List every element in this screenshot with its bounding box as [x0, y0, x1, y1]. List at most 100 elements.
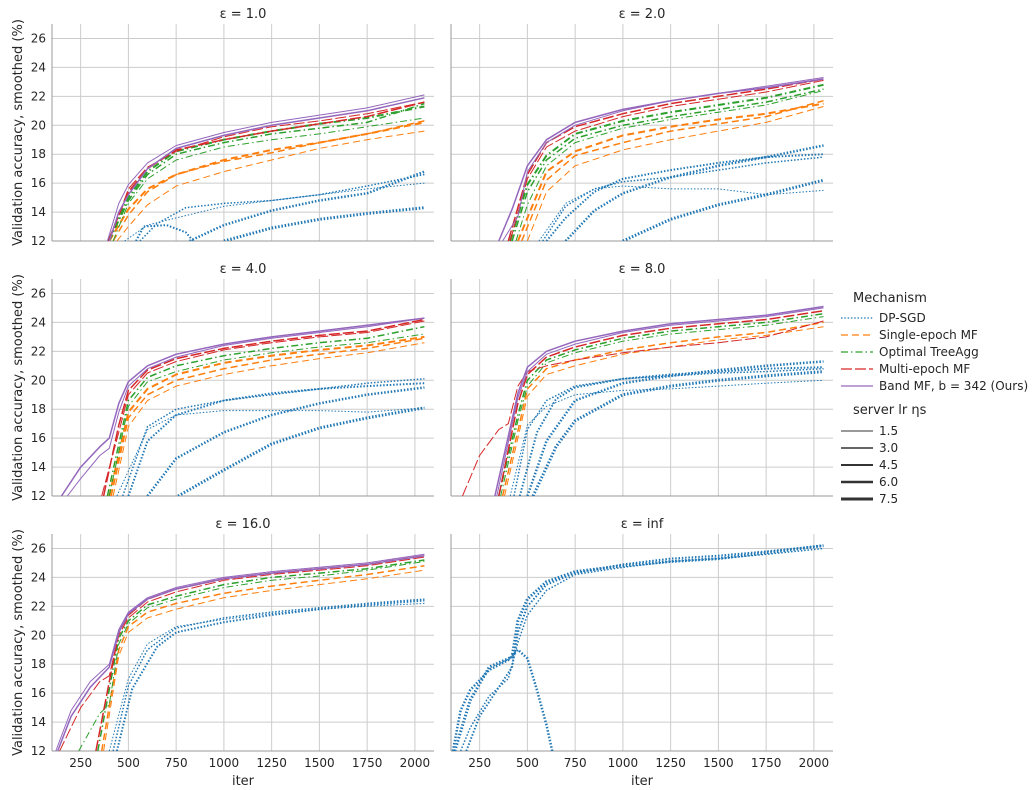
x-tick-label: 2000: [400, 756, 431, 770]
x-tick-label: 1500: [703, 756, 734, 770]
y-tick-label: 14: [31, 205, 46, 219]
series-group: [60, 317, 425, 496]
y-tick-label: 18: [31, 147, 46, 161]
series-line-dpsgd: [564, 144, 824, 241]
y-tick-label: 26: [31, 31, 46, 45]
series-line-multi: [59, 556, 425, 751]
x-axis-labels: iter iter: [232, 774, 654, 789]
legend: Mechanism DP-SGD Single-epoch MF Optimal Tr…: [841, 291, 1028, 506]
x-axis-title: iter: [232, 774, 255, 789]
series-line-multi: [509, 79, 824, 241]
series-line-single: [116, 130, 425, 241]
series-line-dpsgd: [146, 386, 425, 496]
series-line-band: [106, 94, 425, 241]
x-tick-label: 500: [516, 756, 539, 770]
y-axis-title: Validation accuracy, smoothed (%): [11, 19, 26, 246]
series-group: [498, 77, 824, 241]
y-axis-title: Validation accuracy, smoothed (%): [11, 274, 26, 501]
legend-label-multi: Multi-epoch MF: [879, 362, 970, 376]
panel-title: ε = 2.0: [619, 7, 666, 22]
series-line-band: [60, 317, 425, 496]
series-group: [55, 553, 425, 751]
legend-label-band: Band MF, b = 342 (Ours): [879, 379, 1028, 393]
series-line-dpsgd: [622, 178, 824, 241]
series-line-tree: [511, 88, 824, 241]
series-line-dpsgd: [451, 648, 554, 751]
x-tick-label: 250: [69, 756, 92, 770]
series-line-multi: [101, 320, 425, 496]
series-line-tree: [112, 117, 425, 241]
series-line-tree: [509, 83, 824, 241]
series-line-dpsgd: [531, 370, 824, 496]
series-line-tree: [107, 105, 425, 241]
y-axis-title: Validation accuracy, smoothed (%): [11, 529, 26, 756]
y-tick-label: 12: [31, 489, 46, 503]
gridlines: [451, 24, 833, 242]
size-legend-label: 3.0: [879, 441, 898, 455]
series-line-dpsgd: [135, 224, 195, 241]
series-line-dpsgd: [112, 598, 425, 751]
series-line-dpsgd: [188, 170, 425, 241]
y-tick-label: 22: [31, 599, 46, 613]
gridlines: [451, 534, 833, 752]
series-line-band: [66, 317, 425, 496]
series-line-dpsgd: [509, 379, 824, 496]
gridlines: [52, 279, 434, 497]
series-line-single: [112, 120, 425, 241]
series-line-multi: [102, 318, 425, 496]
panel-title: ε = 1.0: [220, 7, 267, 22]
series-line-dpsgd: [121, 378, 425, 496]
series-line-dpsgd: [453, 544, 824, 751]
series-line-dpsgd: [465, 544, 824, 751]
panel-title: ε = 16.0: [215, 517, 270, 532]
series-line-dpsgd: [538, 185, 824, 241]
y-tick-label: 20: [31, 373, 46, 387]
x-tick-label: 500: [117, 756, 140, 770]
series-line-dpsgd: [545, 153, 824, 241]
series-line-dpsgd: [513, 367, 824, 496]
y-tick-label: 22: [31, 89, 46, 103]
panel-6: ε = inf 250 500 750 1000 1250 1500 1750 2000: [450, 517, 833, 770]
x-tick-label: 250: [468, 756, 491, 770]
series-line-dpsgd: [116, 407, 425, 496]
series-line-single: [103, 569, 425, 751]
size-legend-title: server lr ηs: [853, 403, 927, 418]
series-line-single: [108, 335, 425, 496]
size-legend-label: 6.0: [879, 475, 898, 489]
series-line-multi: [108, 101, 425, 241]
y-tick-label: 26: [31, 286, 46, 300]
y-tick-label: 24: [31, 315, 46, 329]
y-tick-label: 16: [31, 686, 46, 700]
series-line-dpsgd: [177, 406, 425, 496]
size-legend-label: 1.5: [879, 424, 898, 438]
series-line-multi: [462, 320, 824, 496]
panel-title: ε = 4.0: [220, 262, 267, 277]
y-tick-label: 18: [31, 402, 46, 416]
legend-label-tree: Optimal TreeAgg: [879, 345, 979, 359]
y-tick-label: 14: [31, 715, 46, 729]
series-line-band: [57, 554, 425, 751]
series-line-single: [504, 326, 824, 496]
y-tick-label: 16: [31, 431, 46, 445]
series-line-tree: [108, 102, 425, 241]
y-tick-label: 12: [31, 744, 46, 758]
panel-5: ε = 16.0 12 14 16 18 20 22 24 26 250 500 750 1000 125…: [31, 517, 434, 770]
series-line-multi: [107, 101, 425, 241]
series-line-dpsgd: [127, 382, 425, 496]
series-line-dpsgd: [223, 206, 425, 241]
x-tick-label: 2000: [799, 756, 830, 770]
x-tick-label: 1250: [256, 756, 287, 770]
series-line-tree: [97, 559, 425, 751]
y-tick-label: 16: [31, 176, 46, 190]
series-line-tree: [106, 325, 425, 496]
y-tick-label: 22: [31, 344, 46, 358]
series-line-dpsgd: [459, 547, 824, 751]
y-tick-label: 24: [31, 60, 46, 74]
panels-layer: ε = 1.0 12 14 16 18 20 22 24 26 ε = 2.0 ε = 4.0 12 1…: [31, 7, 833, 770]
x-tick-label: 750: [564, 756, 587, 770]
x-tick-label: 1750: [352, 756, 383, 770]
series-line-single: [100, 565, 425, 751]
y-tick-label: 20: [31, 118, 46, 132]
series-line-dpsgd: [526, 360, 824, 496]
series-line-single: [108, 121, 425, 241]
